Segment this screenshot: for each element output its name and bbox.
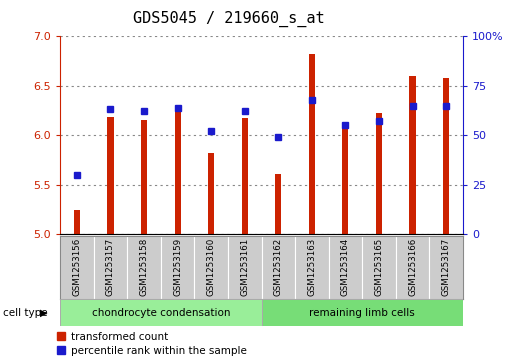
Text: GSM1253166: GSM1253166 <box>408 237 417 295</box>
Bar <box>376 114 382 234</box>
Bar <box>309 54 315 234</box>
Text: cell type: cell type <box>3 307 47 318</box>
Bar <box>74 211 80 234</box>
Bar <box>275 174 281 234</box>
Bar <box>175 107 180 234</box>
Bar <box>107 117 113 234</box>
Bar <box>60 299 262 326</box>
Bar <box>362 236 396 299</box>
Bar <box>141 121 147 234</box>
Legend: transformed count, percentile rank within the sample: transformed count, percentile rank withi… <box>55 330 248 358</box>
Bar <box>396 236 429 299</box>
Bar <box>208 153 214 234</box>
Bar <box>295 236 328 299</box>
Text: GSM1253156: GSM1253156 <box>72 237 82 295</box>
Bar <box>410 76 416 234</box>
Bar <box>161 236 195 299</box>
Bar <box>443 78 449 234</box>
Bar <box>262 299 463 326</box>
Bar <box>195 236 228 299</box>
Text: GSM1253163: GSM1253163 <box>308 237 316 295</box>
Text: GSM1253161: GSM1253161 <box>240 237 249 295</box>
Bar <box>127 236 161 299</box>
Text: ▶: ▶ <box>40 307 47 318</box>
Bar <box>262 236 295 299</box>
Text: GSM1253167: GSM1253167 <box>441 237 451 295</box>
Text: GSM1253162: GSM1253162 <box>274 237 283 295</box>
Text: remaining limb cells: remaining limb cells <box>309 307 415 318</box>
Bar <box>94 236 127 299</box>
Bar <box>228 236 262 299</box>
Text: GSM1253164: GSM1253164 <box>341 237 350 295</box>
Bar <box>343 126 348 234</box>
Bar <box>242 118 248 234</box>
Text: GSM1253159: GSM1253159 <box>173 237 182 295</box>
Bar <box>429 236 463 299</box>
Text: GSM1253165: GSM1253165 <box>374 237 383 295</box>
Text: chondrocyte condensation: chondrocyte condensation <box>92 307 230 318</box>
Text: GSM1253158: GSM1253158 <box>140 237 149 295</box>
Text: GSM1253157: GSM1253157 <box>106 237 115 295</box>
Bar <box>60 236 94 299</box>
Text: GSM1253160: GSM1253160 <box>207 237 215 295</box>
Bar <box>328 236 362 299</box>
Text: GDS5045 / 219660_s_at: GDS5045 / 219660_s_at <box>133 11 325 27</box>
